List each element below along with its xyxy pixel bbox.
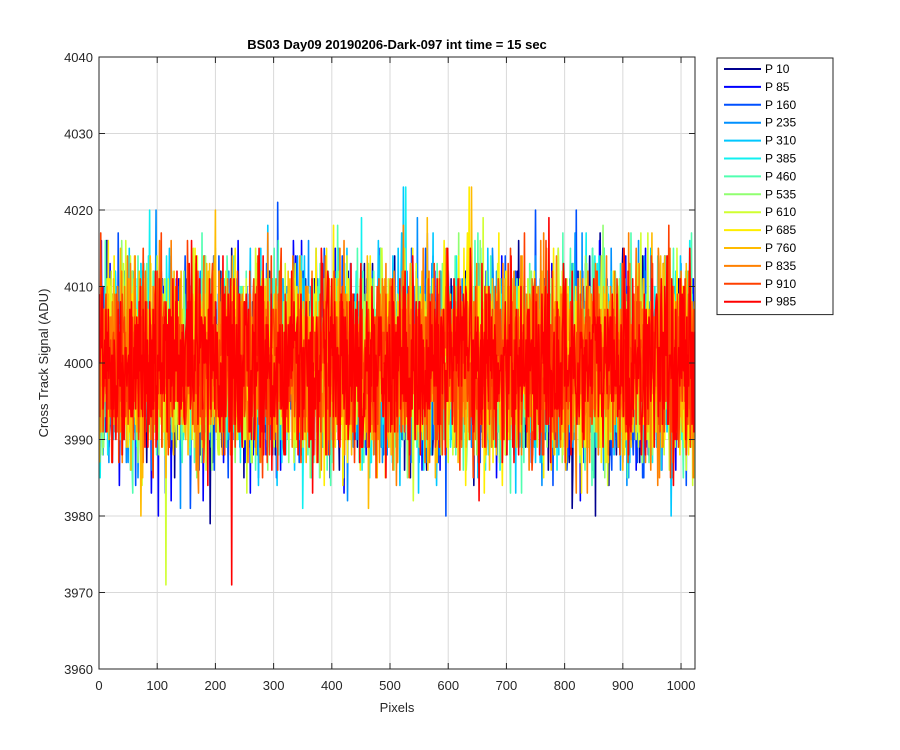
y-axis-label: Cross Track Signal (ADU) [36, 289, 51, 438]
legend: P 10 P 85 P 160 P 235 P 310 P 385 P 460 P 535 P … [716, 57, 834, 316]
legend-entry: P 760 [765, 241, 796, 255]
y-tick-label: 3960 [64, 662, 93, 677]
legend-entry: P 85 [765, 80, 790, 94]
legend-entry: P 385 [765, 152, 796, 166]
x-tick-label: 900 [612, 678, 634, 693]
legend-entry: P 835 [765, 259, 796, 273]
x-tick-label: 0 [95, 678, 102, 693]
x-axis-label: Pixels [380, 700, 415, 715]
x-tick-label: 400 [321, 678, 343, 693]
legend-entry: P 235 [765, 116, 796, 130]
chart-title: BS03 Day09 20190206-Dark-097 int time = … [247, 37, 547, 52]
x-tick-label: 800 [554, 678, 576, 693]
y-tick-label: 3970 [64, 586, 93, 601]
legend-box [716, 57, 834, 316]
legend-entry: P 610 [765, 205, 796, 219]
x-tick-label: 200 [205, 678, 227, 693]
x-tick-label: 500 [379, 678, 401, 693]
y-tick-label: 4040 [64, 50, 93, 65]
y-tick-label: 4010 [64, 280, 93, 295]
y-tick-label: 3990 [64, 433, 93, 448]
x-tick-label: 1000 [667, 678, 696, 693]
x-tick-label: 600 [437, 678, 459, 693]
y-axis: 3960 3970 3980 3990 4000 4010 4020 4030 4040 [64, 50, 695, 677]
legend-entry: P 10 [765, 62, 790, 76]
legend-entry: P 535 [765, 187, 796, 201]
y-tick-label: 3980 [64, 509, 93, 524]
x-tick-label: 700 [496, 678, 518, 693]
legend-entry: P 985 [765, 295, 796, 309]
y-tick-label: 4030 [64, 127, 93, 142]
series-lines [99, 186, 695, 586]
y-tick-label: 4020 [64, 203, 93, 218]
legend-entry: P 310 [765, 134, 796, 148]
series-line-13 [99, 216, 695, 586]
legend-entry: P 460 [765, 169, 796, 183]
legend-entry: P 910 [765, 277, 796, 291]
y-tick-label: 4000 [64, 356, 93, 371]
legend-entry: P 160 [765, 98, 796, 112]
x-tick-label: 300 [263, 678, 285, 693]
x-tick-label: 100 [146, 678, 168, 693]
legend-entry: P 685 [765, 223, 796, 237]
x-axis: 0 100 200 300 400 500 600 700 800 900 1000 [95, 57, 695, 693]
